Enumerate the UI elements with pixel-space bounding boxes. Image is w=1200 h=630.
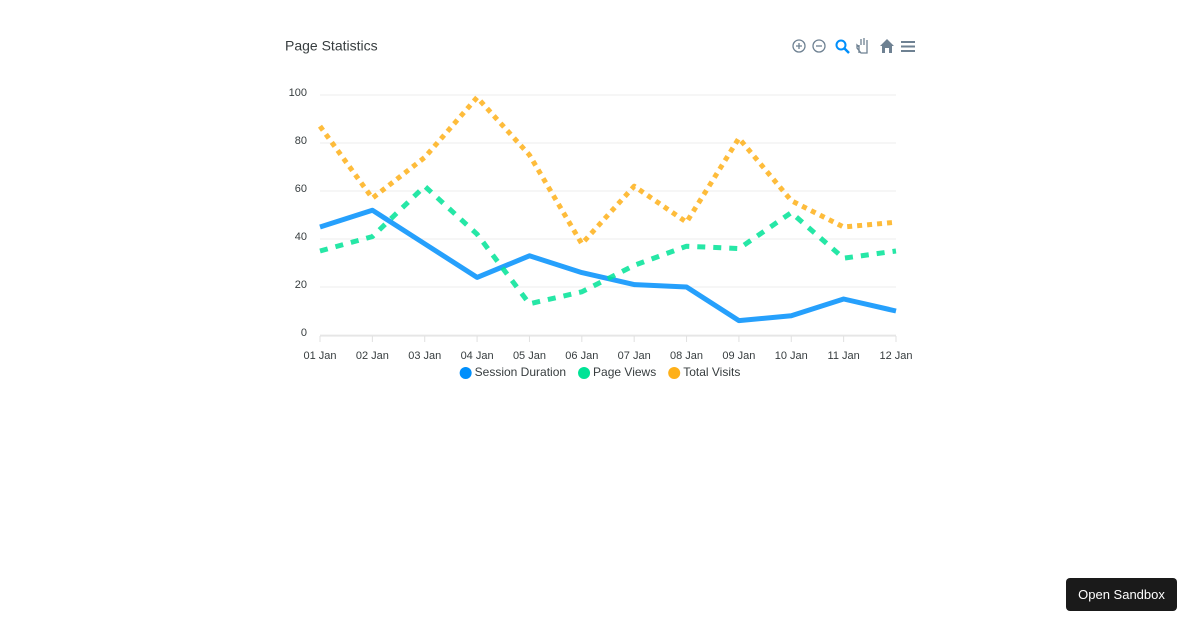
home-icon[interactable] [880, 39, 894, 53]
x-tick-label: 01 Jan [303, 350, 336, 362]
x-tick-label: 09 Jan [722, 350, 755, 362]
x-tick-label: 12 Jan [879, 350, 912, 362]
x-tick-label: 05 Jan [513, 350, 546, 362]
legend-marker [459, 367, 472, 379]
y-tick-label: 80 [295, 135, 307, 147]
x-tick-label: 08 Jan [670, 350, 703, 362]
legend-marker [668, 367, 681, 379]
x-tick-label: 04 Jan [461, 350, 494, 362]
pan-icon[interactable] [856, 38, 868, 54]
y-tick-label: 100 [289, 87, 307, 99]
legend-label: Page Views [593, 365, 656, 379]
zoom-out-icon[interactable] [812, 39, 826, 53]
legend-label: Total Visits [683, 365, 740, 379]
y-tick-label: 40 [295, 231, 307, 243]
series-line [319, 183, 897, 307]
y-tick-label: 20 [295, 279, 307, 291]
x-tick-label: 06 Jan [565, 350, 598, 362]
x-tick-label: 11 Jan [828, 350, 860, 362]
chart-title: Page Statistics [285, 38, 378, 54]
zoom-icon[interactable] [835, 39, 847, 51]
legend: Session Duration Page Views Total Visits [459, 365, 740, 379]
legend-label: Session Duration [475, 365, 566, 379]
x-tick-label: 07 Jan [618, 350, 651, 362]
x-tick-label: 02 Jan [356, 350, 389, 362]
y-tick-label: 0 [301, 327, 307, 339]
menu-icon[interactable] [901, 41, 915, 52]
x-tick-label: 03 Jan [408, 350, 441, 362]
legend-marker [578, 367, 591, 379]
toolbar[interactable] [792, 38, 915, 54]
series-line [317, 94, 897, 247]
y-tick-label: 60 [295, 183, 307, 195]
open-sandbox-button[interactable]: Open Sandbox [1066, 578, 1177, 611]
zoom-in-icon[interactable] [792, 39, 806, 53]
x-tick-label: 10 Jan [775, 350, 808, 362]
